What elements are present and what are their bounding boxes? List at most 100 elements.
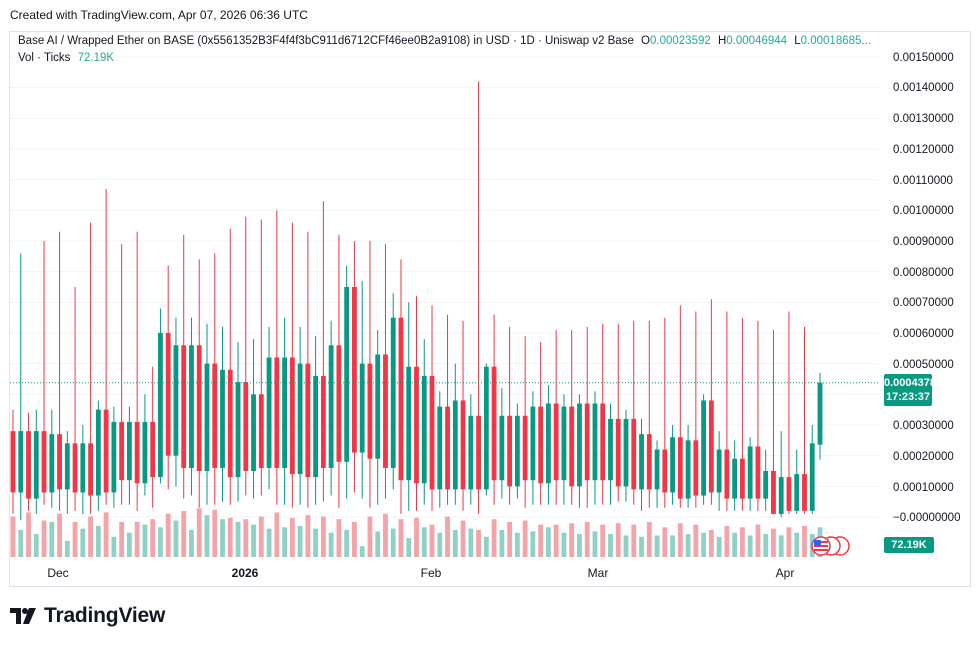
volume-bar [460, 520, 466, 557]
volume-bar [328, 532, 334, 557]
candle-body [274, 357, 280, 468]
volume-bar [708, 530, 714, 557]
volume-bar [88, 516, 94, 557]
price-tick-label: 0.00050000 [893, 359, 954, 371]
symbol-title: Base AI / Wrapped Ether on BASE (0x55613… [18, 35, 634, 47]
candle-body [173, 345, 179, 456]
volume-bar [561, 532, 567, 557]
candle-body [165, 332, 171, 456]
tradingview-logo[interactable]: TradingView [10, 604, 165, 628]
us-flag-badges-icon[interactable] [811, 535, 851, 557]
volume-bar [398, 519, 404, 557]
candle-body [732, 458, 738, 499]
volume-bar [739, 527, 745, 557]
volume-bar [569, 523, 575, 557]
candle-body [41, 431, 47, 493]
candle-body [212, 363, 218, 468]
volume-bar [794, 532, 800, 557]
volume-bar [336, 519, 342, 557]
volume-bar [297, 525, 303, 557]
candle-body [584, 403, 590, 481]
high-value: 0.00046944 [726, 35, 788, 47]
volume-bar [305, 515, 311, 557]
price-tick-label: 0.00150000 [893, 52, 954, 64]
candle-body [460, 400, 466, 490]
time-axis-label: Apr [776, 566, 795, 580]
volume-bar [142, 524, 148, 557]
volume-bar [181, 511, 187, 557]
volume-bar [701, 532, 707, 557]
price-tick-label: 0.00100000 [893, 205, 954, 217]
candle-body [546, 403, 551, 484]
volume-bar [196, 508, 202, 557]
candle-body [708, 400, 714, 493]
candle-body [282, 357, 287, 468]
candle-body [72, 443, 78, 493]
open-key: O [641, 35, 650, 47]
candle-body [103, 409, 109, 493]
price-tick-label: 0.00130000 [893, 113, 954, 125]
candle-body [64, 443, 70, 490]
candle-body [305, 363, 311, 478]
volume-bar [716, 536, 722, 557]
volume-bar [468, 528, 474, 557]
candle-body [320, 375, 326, 468]
candle-body [421, 375, 427, 484]
volume-bar [747, 535, 753, 557]
volume-bar [530, 531, 536, 557]
candle-body [476, 415, 481, 490]
candle-body [724, 449, 730, 499]
volume-bar [491, 519, 497, 557]
candle-body [406, 366, 412, 481]
candle-body [18, 431, 24, 493]
candle-body [553, 403, 559, 481]
candle-body [483, 366, 489, 490]
current-price-tag: 0.00043782 17:23:37 [884, 374, 942, 406]
volume-bar [406, 538, 412, 557]
volume-bar [538, 524, 544, 557]
chart-frame [9, 31, 971, 587]
volume-label: Vol · Ticks [18, 52, 71, 64]
volume-bar [111, 536, 117, 557]
candle-body [445, 406, 450, 490]
candle-body [134, 421, 140, 484]
candle-body [654, 449, 660, 490]
price-tick-label: 0.00030000 [893, 420, 954, 432]
volume-bar [150, 519, 156, 557]
volume-bar [414, 517, 419, 557]
candle-body [802, 474, 807, 511]
volume-bar [646, 521, 652, 557]
candle-body [328, 345, 334, 468]
volume-bar [639, 536, 644, 557]
volume-bar [592, 531, 598, 557]
volume-bar [80, 528, 86, 557]
candle-body [623, 418, 629, 487]
volume-bar [608, 534, 613, 557]
candle-body [88, 443, 94, 496]
volume-bar [72, 521, 78, 557]
volume-bar [49, 521, 55, 557]
volume-bar [662, 527, 668, 557]
volume-bar [452, 530, 458, 557]
volume-bar [670, 535, 675, 557]
candle-body [491, 366, 497, 481]
volume-bar [165, 513, 171, 557]
price-tick-label: 0.00140000 [893, 82, 954, 94]
time-axis-label: Dec [47, 566, 68, 580]
volume-bar [18, 530, 24, 557]
volume-bar [763, 534, 769, 557]
candle-body [716, 449, 722, 493]
candle-body [685, 440, 691, 499]
low-key: L [794, 35, 801, 47]
volume-bar [33, 534, 39, 557]
volume-bar [522, 520, 528, 557]
candle-body [429, 375, 435, 490]
volume-bar [320, 516, 326, 557]
volume-bar [189, 530, 194, 557]
candle-body [569, 406, 575, 487]
price-tick-label: 0.00120000 [893, 144, 954, 156]
symbol-legend: Base AI / Wrapped Ether on BASE (0x55613… [18, 35, 871, 47]
candle-body [95, 409, 101, 496]
candle-body [794, 474, 800, 511]
